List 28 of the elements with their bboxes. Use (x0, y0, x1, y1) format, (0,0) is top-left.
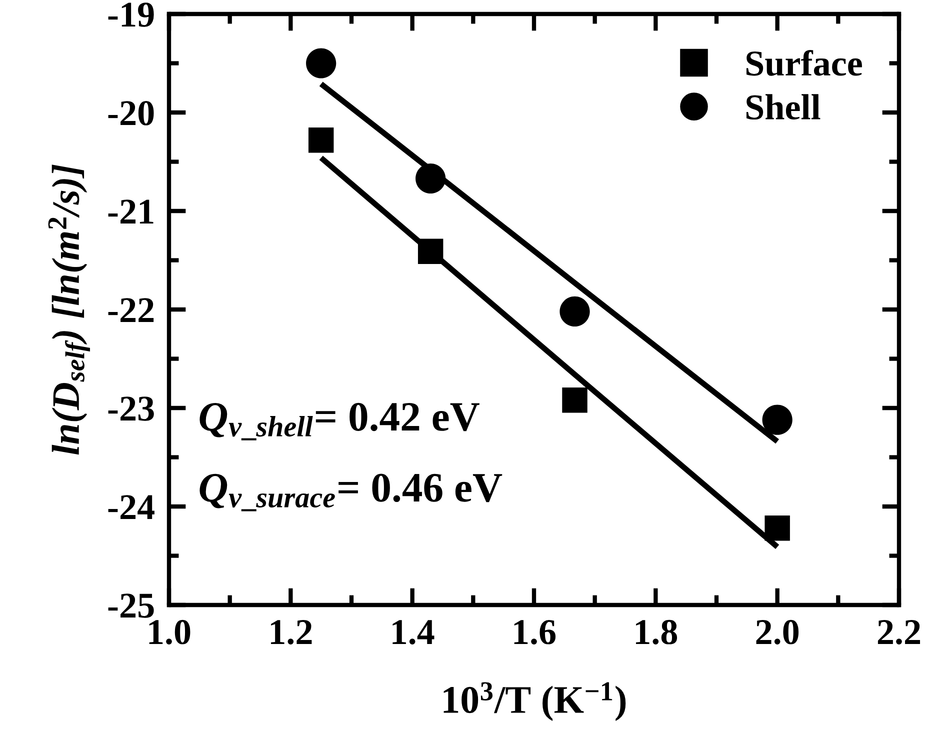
y-tick-label: -25 (108, 594, 154, 618)
y-tick-label: -20 (108, 101, 154, 126)
point (764, 516, 790, 541)
point (762, 404, 792, 435)
x-axis-title: 10$^{3}$/T (K$^{−1}$) (444, 682, 626, 721)
point (308, 127, 334, 153)
x-tick-label: 2.2 (878, 620, 920, 644)
y-tick-label: -22 (108, 298, 154, 322)
x-tick-label: 1.2 (270, 620, 312, 644)
legend-label: Shell (746, 94, 820, 120)
y-axis-title: ln(D$_{self}$) [ln(m$^{2}$/s)] (48, 164, 90, 455)
x-tick-label: 1.4 (392, 620, 434, 644)
legend-label: Surface (746, 50, 862, 76)
y-tick-label: -21 (108, 200, 154, 224)
y-tick-label: -24 (108, 495, 154, 520)
point (418, 238, 444, 264)
point (560, 296, 590, 327)
annotation: Q$_{v_surace}$= 0.46 eV (200, 474, 502, 512)
x-tick-label: 2.0 (756, 620, 799, 644)
point (562, 388, 588, 413)
x-tick-label: 1.6 (514, 620, 556, 644)
point (306, 48, 336, 78)
y-tick-label: -23 (108, 396, 154, 421)
x-tick-label: 1.0 (149, 620, 190, 644)
point (416, 163, 446, 194)
y-tick-label: -19 (108, 2, 154, 27)
x-tick-label: 1.8 (636, 620, 678, 644)
annotation: Q$_{v_shell}$= 0.42 eV (200, 402, 480, 440)
